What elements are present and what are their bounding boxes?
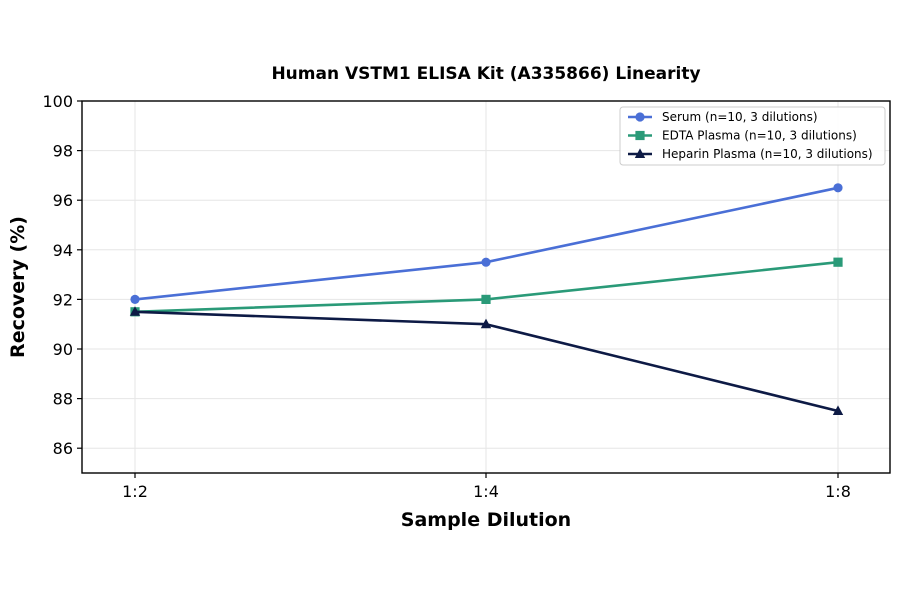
data-point	[481, 294, 491, 304]
y-tick-label: 100	[42, 92, 73, 111]
x-tick-label: 1:8	[825, 482, 851, 501]
chart-title: Human VSTM1 ELISA Kit (A335866) Linearit…	[271, 64, 700, 84]
series-3	[129, 306, 844, 415]
data-point	[481, 257, 491, 267]
y-tick-label: 92	[53, 290, 73, 309]
legend-label: EDTA Plasma (n=10, 3 dilutions)	[662, 129, 857, 143]
data-point	[480, 318, 492, 329]
legend-label: Heparin Plasma (n=10, 3 dilutions)	[662, 147, 873, 161]
data-point	[833, 257, 843, 267]
y-tick-label: 98	[53, 142, 73, 161]
y-tick-label: 86	[53, 439, 73, 458]
legend: Serum (n=10, 3 dilutions) EDTA Plasma (n=…	[619, 106, 886, 166]
x-tick-label: 1:2	[122, 482, 148, 501]
series-1	[130, 183, 843, 304]
legend-marker	[635, 130, 645, 141]
y-tick-label: 88	[53, 390, 73, 409]
y-tick-label: 94	[53, 241, 73, 260]
legend-item: EDTA Plasma (n=10, 3 dilutions)	[628, 129, 857, 143]
data-point	[833, 183, 843, 193]
data-point	[129, 306, 141, 316]
axis-ticks: 86 88 90 92 94 96 98 100 1:2 1:4 1:8	[42, 92, 850, 501]
plot-series	[129, 183, 844, 415]
legend-item: Heparin Plasma (n=10, 3 dilutions)	[628, 147, 873, 161]
legend-marker	[634, 148, 646, 158]
y-tick-label: 96	[53, 191, 73, 210]
legend-box	[619, 106, 886, 166]
data-point	[130, 294, 140, 304]
x-tick-label: 1:4	[473, 482, 499, 501]
x-axis-label: Sample Dilution	[401, 509, 571, 531]
y-tick-label: 90	[53, 340, 73, 359]
legend-label: Serum (n=10, 3 dilutions)	[662, 110, 818, 124]
legend-item: Serum (n=10, 3 dilutions)	[628, 110, 818, 124]
legend-marker	[635, 112, 645, 122]
y-axis-label: Recovery (%)	[7, 216, 29, 358]
data-point	[832, 405, 844, 415]
